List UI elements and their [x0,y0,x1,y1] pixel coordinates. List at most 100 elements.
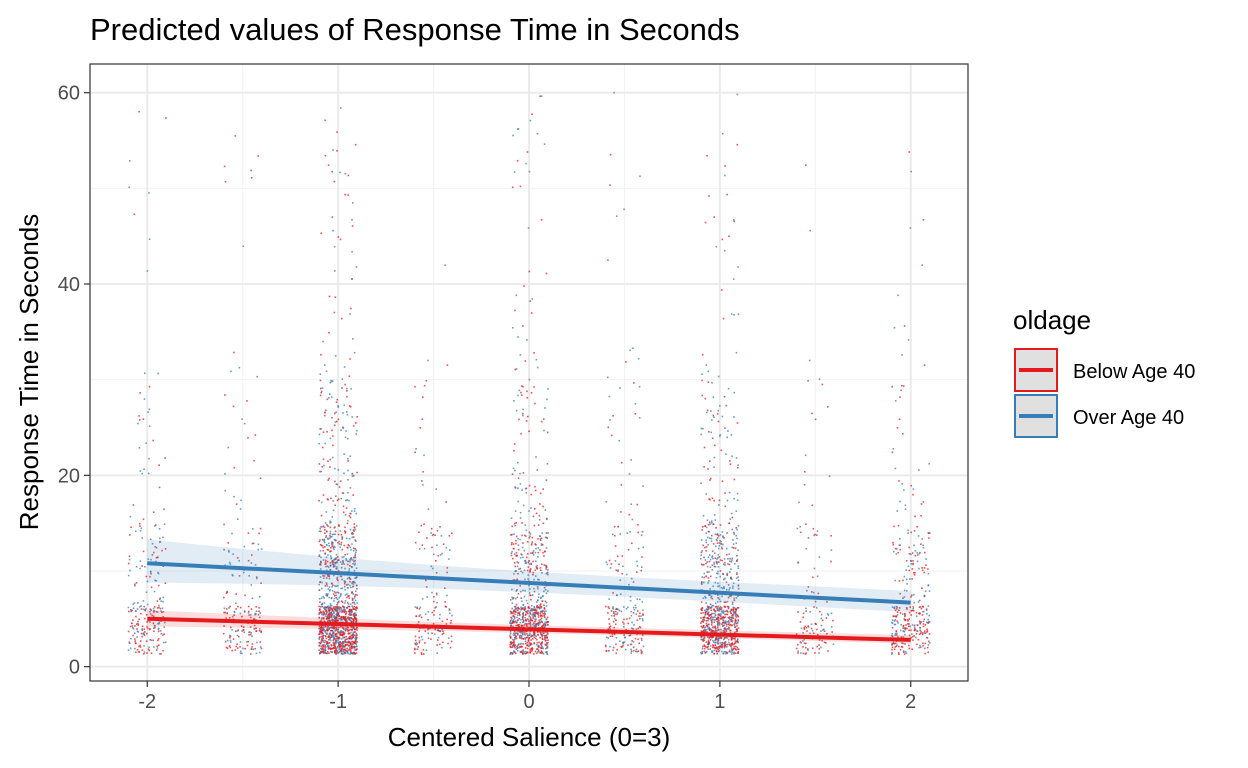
raw-data-point [720,586,723,589]
raw-data-point [893,550,895,553]
raw-data-point [631,542,633,545]
raw-data-point [612,533,614,536]
raw-data-point [642,614,644,616]
raw-data-point [711,650,714,653]
raw-data-point [512,467,515,470]
raw-data-point [891,646,894,649]
raw-data-point [514,613,516,615]
raw-data-point [728,622,731,624]
raw-data-point [913,626,916,629]
prediction-lines [147,561,911,642]
raw-data-point [353,642,355,644]
raw-data-point [332,632,334,635]
raw-data-point [622,641,624,644]
raw-data-point [717,622,719,624]
grid-major [90,64,968,681]
raw-data-point [541,651,544,653]
raw-data-point [710,616,712,619]
raw-data-point [257,548,259,551]
raw-data-point [706,630,708,633]
raw-data-point [642,609,644,611]
raw-data-point [446,594,448,597]
raw-data-point [540,219,543,221]
raw-data-point [150,570,152,573]
raw-data-point [717,375,720,378]
raw-data-point [545,479,548,481]
raw-data-point [713,456,716,459]
raw-data-point [327,566,330,569]
raw-data-point [441,646,443,649]
raw-data-point [738,648,740,651]
raw-data-point [892,615,895,617]
raw-data-point [148,646,150,649]
raw-data-point [916,624,918,626]
raw-data-point [250,169,252,172]
raw-data-point [708,431,710,433]
raw-data-point [717,623,719,626]
raw-data-point [530,563,533,566]
raw-data-point [609,567,612,569]
raw-data-point [321,466,324,468]
raw-data-point [355,551,357,553]
raw-data-point [524,637,526,639]
raw-data-point [540,543,543,545]
raw-data-point [804,625,806,628]
raw-data-point [322,494,325,496]
raw-data-point [729,610,731,613]
raw-data-point [450,640,453,643]
raw-data-point [345,618,348,621]
raw-data-point [717,625,719,627]
raw-data-point [720,289,723,291]
raw-data-point [513,638,516,641]
raw-data-point [349,619,352,622]
raw-data-point [701,581,703,583]
raw-data-point [250,177,253,179]
raw-data-point [638,417,641,419]
raw-data-point [335,626,338,628]
raw-data-point [336,598,339,600]
raw-data-point [322,632,324,635]
raw-data-point [547,632,549,635]
raw-data-point [326,585,329,587]
raw-data-point [355,540,357,543]
raw-data-point [335,553,338,556]
raw-data-point [517,537,519,540]
raw-data-point [728,649,731,652]
raw-data-point [159,607,162,610]
raw-data-point [319,527,321,530]
raw-data-point [131,622,133,625]
raw-data-point [543,586,546,589]
raw-data-point [736,499,739,502]
raw-data-point [908,611,911,614]
raw-data-point [328,635,331,638]
raw-data-point [331,563,334,565]
raw-data-point [608,623,611,625]
raw-data-point [713,626,716,629]
raw-data-point [332,644,335,646]
raw-data-point [796,527,799,530]
raw-data-point [521,616,524,618]
raw-data-point [154,579,156,582]
raw-data-point [511,602,514,604]
raw-data-point [147,648,150,651]
raw-data-point [919,606,922,608]
raw-data-point [521,624,524,627]
raw-data-point [134,583,136,586]
raw-data-point [724,627,726,630]
raw-data-point [355,620,358,622]
raw-data-point [723,558,726,560]
raw-data-point [721,623,723,625]
raw-data-point [636,560,638,563]
raw-data-point [340,566,343,569]
raw-data-point [254,434,257,436]
raw-data-point [323,602,326,604]
raw-data-point [350,307,352,310]
raw-data-point [132,634,134,637]
raw-data-point [533,590,536,593]
raw-data-point [352,636,355,638]
raw-data-point [335,609,337,611]
raw-data-point [727,605,730,608]
legend-item: Over Age 40 [1014,394,1184,438]
raw-data-point [326,626,329,629]
